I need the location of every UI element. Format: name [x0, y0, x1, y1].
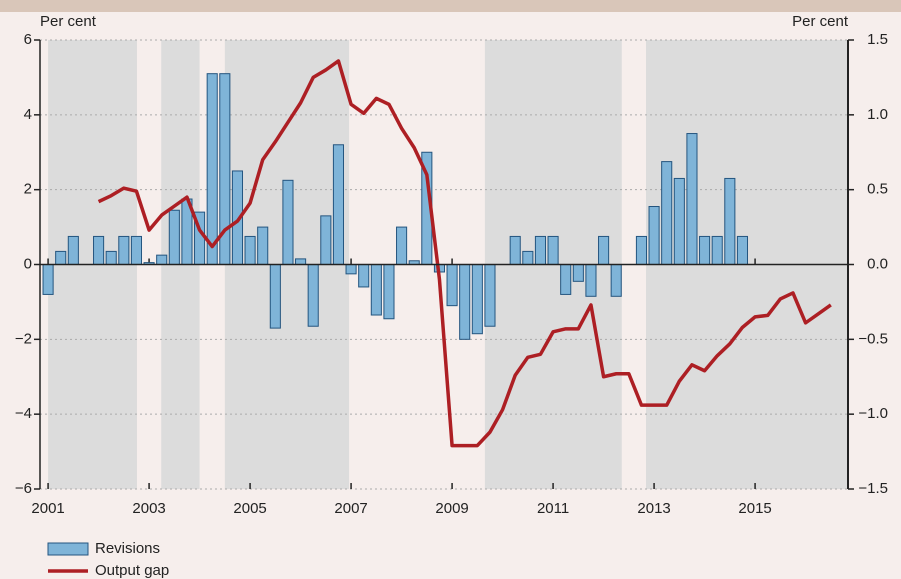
y-tick-label: 4	[24, 106, 32, 123]
bar	[396, 226, 408, 265]
y2-axis-label: Per cent	[792, 13, 849, 30]
y2-tick-label: 1.5	[867, 31, 888, 48]
bar	[118, 235, 130, 265]
bar	[686, 133, 698, 265]
y2-tick-label: −1.5	[858, 480, 888, 497]
x-tick-label: 2011	[537, 500, 569, 517]
bar	[383, 264, 395, 320]
bar	[459, 264, 471, 340]
bar	[547, 235, 559, 265]
bar	[93, 235, 105, 265]
bar	[534, 235, 547, 265]
line	[97, 59, 832, 448]
y-tick-label: −2	[15, 330, 32, 347]
x-tick-label: 2009	[435, 500, 468, 517]
bar	[484, 264, 496, 327]
x-tick-label: 2015	[738, 500, 771, 517]
bar	[699, 235, 711, 265]
y-tick-label: −6	[15, 480, 32, 497]
x-tick-label: 2013	[637, 500, 670, 517]
bar	[156, 254, 168, 265]
bar	[42, 264, 54, 295]
x-tick-label: 2001	[31, 500, 64, 517]
bar	[572, 264, 584, 282]
legend-swatch	[47, 542, 89, 556]
bar	[522, 250, 534, 265]
legend-label: Output gap	[95, 562, 169, 579]
x-tick-label: 2005	[233, 500, 266, 517]
bar	[610, 264, 622, 297]
bar	[711, 235, 723, 265]
y2-tick-label: 1.0	[867, 106, 888, 123]
bar	[635, 235, 648, 265]
bar	[509, 235, 521, 265]
bar	[168, 209, 180, 265]
y-tick-label: 0	[24, 255, 32, 272]
bar	[295, 258, 307, 266]
y-tick-label: 2	[24, 181, 32, 198]
y2-tick-label: −1.0	[858, 405, 888, 422]
x-tick-label: 2003	[132, 500, 165, 517]
bar	[332, 144, 345, 265]
bar	[55, 250, 67, 265]
y2-tick-label: 0.5	[867, 181, 888, 198]
x-tick-label: 2007	[334, 500, 367, 517]
bar	[244, 235, 256, 265]
bar	[320, 215, 332, 266]
y2-tick-label: 0.0	[867, 255, 888, 272]
bar	[598, 235, 610, 265]
bar	[269, 264, 281, 329]
bar	[282, 179, 294, 265]
bar	[370, 264, 382, 316]
y-tick-label: −4	[15, 405, 32, 422]
bar	[358, 264, 370, 288]
bar	[446, 264, 458, 307]
bar	[560, 264, 572, 295]
legend-label: Revisions	[95, 540, 160, 557]
bar	[130, 235, 143, 265]
y-tick-label: 6	[24, 31, 32, 48]
top-band	[0, 0, 901, 12]
bar	[661, 161, 673, 266]
y2-tick-label: −0.5	[858, 330, 888, 347]
bar	[307, 264, 319, 327]
bar	[67, 235, 79, 265]
bar	[471, 264, 483, 335]
y-axis-label: Per cent	[40, 13, 97, 30]
bar	[724, 177, 736, 265]
bar	[257, 226, 269, 265]
bar	[206, 73, 218, 265]
bar	[673, 177, 685, 265]
bar	[345, 264, 357, 275]
bar	[585, 264, 597, 297]
bar	[648, 206, 660, 265]
bar	[105, 250, 117, 265]
bar	[736, 235, 749, 265]
